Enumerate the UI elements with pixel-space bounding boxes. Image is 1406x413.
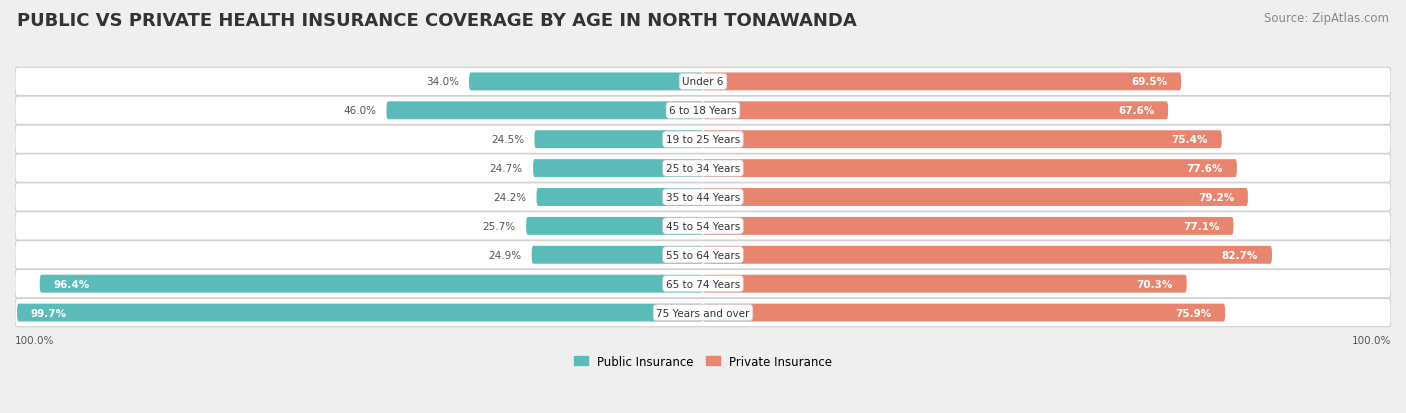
FancyBboxPatch shape	[39, 275, 703, 293]
Text: 55 to 64 Years: 55 to 64 Years	[666, 250, 740, 260]
Text: Source: ZipAtlas.com: Source: ZipAtlas.com	[1264, 12, 1389, 25]
FancyBboxPatch shape	[17, 304, 703, 322]
Text: 19 to 25 Years: 19 to 25 Years	[666, 135, 740, 145]
Text: 100.0%: 100.0%	[1351, 335, 1391, 345]
FancyBboxPatch shape	[387, 102, 703, 120]
FancyBboxPatch shape	[15, 299, 1391, 327]
FancyBboxPatch shape	[15, 97, 1391, 125]
Text: 24.2%: 24.2%	[494, 192, 526, 202]
Text: 100.0%: 100.0%	[15, 335, 55, 345]
Text: 24.7%: 24.7%	[489, 164, 523, 174]
Text: 99.7%: 99.7%	[31, 308, 67, 318]
FancyBboxPatch shape	[534, 131, 703, 149]
Text: 45 to 54 Years: 45 to 54 Years	[666, 221, 740, 231]
Text: 25.7%: 25.7%	[482, 221, 516, 231]
FancyBboxPatch shape	[526, 217, 703, 235]
Text: 75 Years and over: 75 Years and over	[657, 308, 749, 318]
FancyBboxPatch shape	[703, 131, 1222, 149]
Text: 67.6%: 67.6%	[1118, 106, 1154, 116]
Text: Under 6: Under 6	[682, 77, 724, 87]
Text: PUBLIC VS PRIVATE HEALTH INSURANCE COVERAGE BY AGE IN NORTH TONAWANDA: PUBLIC VS PRIVATE HEALTH INSURANCE COVER…	[17, 12, 856, 30]
FancyBboxPatch shape	[703, 275, 1187, 293]
Text: 77.6%: 77.6%	[1187, 164, 1223, 174]
Legend: Public Insurance, Private Insurance: Public Insurance, Private Insurance	[569, 350, 837, 373]
FancyBboxPatch shape	[703, 304, 1225, 322]
Text: 69.5%: 69.5%	[1132, 77, 1167, 87]
FancyBboxPatch shape	[15, 68, 1391, 96]
Text: 75.9%: 75.9%	[1175, 308, 1212, 318]
Text: 70.3%: 70.3%	[1136, 279, 1173, 289]
Text: 96.4%: 96.4%	[53, 279, 90, 289]
Text: 75.4%: 75.4%	[1171, 135, 1208, 145]
FancyBboxPatch shape	[15, 270, 1391, 298]
Text: 79.2%: 79.2%	[1198, 192, 1234, 202]
Text: 6 to 18 Years: 6 to 18 Years	[669, 106, 737, 116]
Text: 34.0%: 34.0%	[426, 77, 458, 87]
Text: 35 to 44 Years: 35 to 44 Years	[666, 192, 740, 202]
FancyBboxPatch shape	[703, 217, 1233, 235]
FancyBboxPatch shape	[537, 189, 703, 206]
FancyBboxPatch shape	[703, 160, 1237, 178]
FancyBboxPatch shape	[15, 154, 1391, 183]
FancyBboxPatch shape	[533, 160, 703, 178]
FancyBboxPatch shape	[15, 241, 1391, 269]
Text: 46.0%: 46.0%	[343, 106, 377, 116]
FancyBboxPatch shape	[703, 73, 1181, 91]
FancyBboxPatch shape	[531, 246, 703, 264]
Text: 77.1%: 77.1%	[1184, 221, 1219, 231]
Text: 24.9%: 24.9%	[488, 250, 522, 260]
FancyBboxPatch shape	[470, 73, 703, 91]
Text: 24.5%: 24.5%	[491, 135, 524, 145]
Text: 65 to 74 Years: 65 to 74 Years	[666, 279, 740, 289]
FancyBboxPatch shape	[15, 126, 1391, 154]
FancyBboxPatch shape	[703, 102, 1168, 120]
FancyBboxPatch shape	[15, 212, 1391, 240]
Text: 82.7%: 82.7%	[1222, 250, 1258, 260]
Text: 25 to 34 Years: 25 to 34 Years	[666, 164, 740, 174]
FancyBboxPatch shape	[703, 246, 1272, 264]
FancyBboxPatch shape	[703, 189, 1249, 206]
FancyBboxPatch shape	[15, 183, 1391, 211]
